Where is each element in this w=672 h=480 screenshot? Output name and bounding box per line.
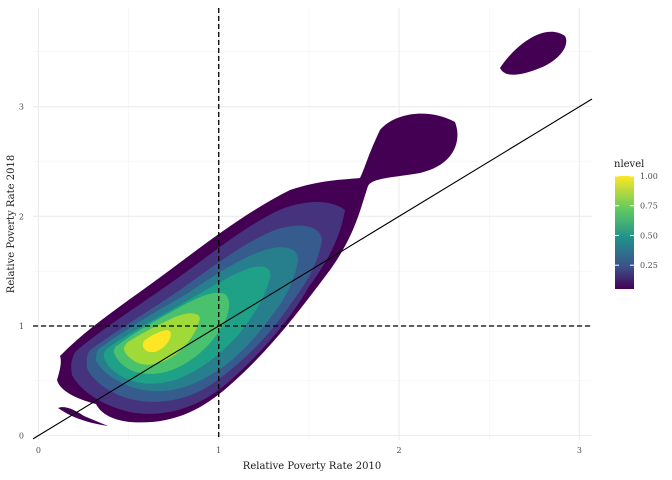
x-tick-label: 3 — [577, 446, 582, 455]
legend: nlevel 1.00 0.75 0.50 0.25 — [614, 159, 658, 289]
legend-label: 1.00 — [640, 172, 658, 181]
legend-colorbar — [615, 176, 634, 289]
density-contours — [57, 31, 567, 426]
x-tick-label: 1 — [216, 446, 221, 455]
legend-title: nlevel — [614, 159, 644, 170]
identity-line — [32, 98, 593, 440]
density-band-1b — [500, 31, 567, 75]
y-tick-label: 2 — [19, 212, 24, 221]
y-tick-label: 3 — [19, 103, 24, 112]
y-axis-title: Relative Poverty Rate 2018 — [6, 155, 17, 293]
legend-label: 0.50 — [640, 231, 658, 240]
density-band-1c — [58, 407, 108, 426]
reference-lines — [32, 8, 593, 440]
x-axis-title: Relative Poverty Rate 2010 — [243, 461, 381, 472]
y-tick-label: 0 — [19, 432, 24, 441]
axes: Relative Poverty Rate 2010 Relative Pove… — [6, 103, 582, 472]
x-tick-label: 0 — [36, 446, 41, 455]
legend-label: 0.75 — [640, 202, 658, 211]
legend-label: 0.25 — [640, 261, 658, 270]
density-band-8 — [142, 330, 171, 353]
x-tick-label: 2 — [397, 446, 402, 455]
y-tick-label: 1 — [19, 322, 24, 331]
